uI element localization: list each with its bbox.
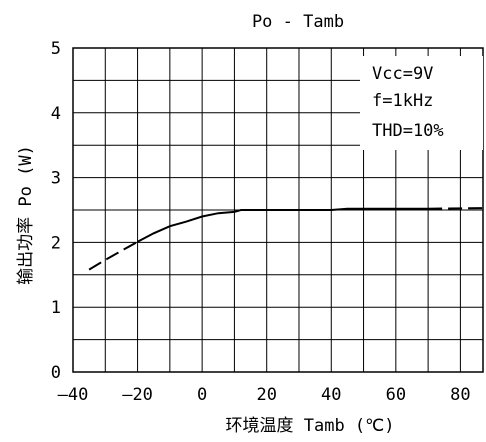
x-tick-label: 80 <box>450 385 470 405</box>
x-tick-label: 0 <box>197 385 207 405</box>
x-tick-label: —20 <box>122 385 153 405</box>
x-tick-label: 20 <box>256 385 276 405</box>
x-axis-ticks: —40 —20 0 20 40 60 80 <box>58 385 471 405</box>
y-axis-ticks: 0 1 2 3 4 5 <box>51 39 61 383</box>
annotation-box <box>360 56 483 150</box>
y-axis-label: 输出功率 Po (W) <box>16 145 36 285</box>
y-tick-label: 3 <box>51 169 61 189</box>
y-tick-label: 0 <box>51 363 61 383</box>
plot-frame <box>72 47 484 373</box>
annotation-vcc: Vcc=9V <box>372 64 433 84</box>
po-curve-dashed <box>88 240 139 271</box>
y-tick-label: 4 <box>51 104 61 124</box>
x-tick-label: —40 <box>58 385 89 405</box>
annotation-frequency: f=1kHz <box>372 91 433 111</box>
po-curve-solid <box>137 207 429 243</box>
series-group <box>88 207 484 271</box>
x-axis-label: 环境温度 Tamb (℃) <box>226 416 395 436</box>
annotation-thd: THD=10% <box>372 121 444 141</box>
y-tick-label: 5 <box>51 39 61 59</box>
chart-title: Po - Tamb <box>252 12 344 32</box>
x-tick-label: 60 <box>386 385 406 405</box>
x-tick-label: 40 <box>321 385 341 405</box>
y-tick-label: 1 <box>51 298 61 318</box>
po-curve-dashed <box>428 207 484 210</box>
y-tick-label: 2 <box>51 233 61 253</box>
